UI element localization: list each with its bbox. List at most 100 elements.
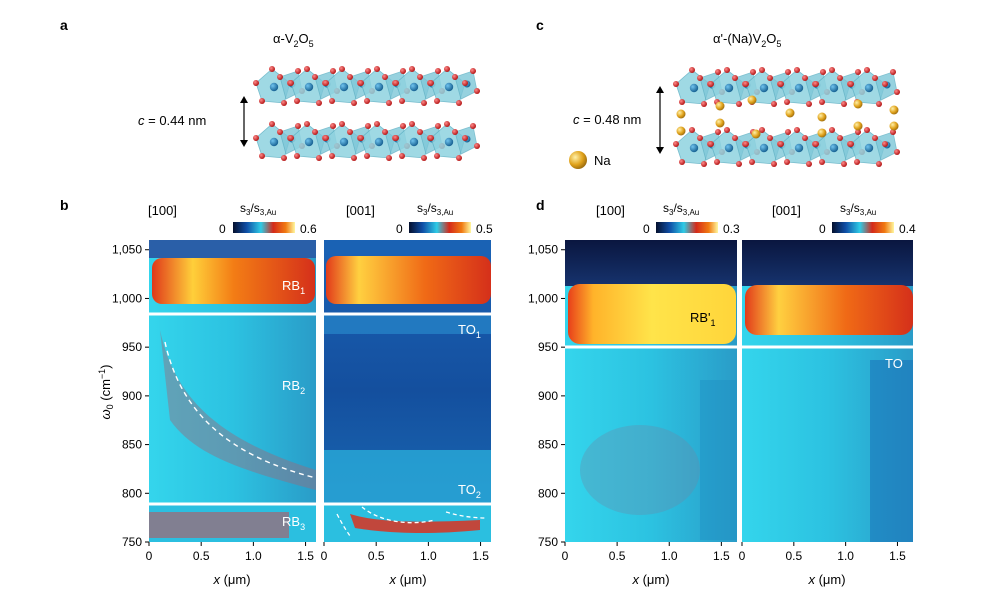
oxygen-atom bbox=[872, 135, 878, 141]
vanadium-atom bbox=[444, 82, 454, 92]
oxygen-atom bbox=[767, 135, 773, 141]
oxygen-atom bbox=[294, 98, 300, 104]
oxygen-atom bbox=[347, 129, 353, 135]
b-left-x-axis: 0 0.5 1.0 1.5 bbox=[146, 542, 314, 563]
oxygen-atom bbox=[819, 99, 825, 105]
structure-title-a: α-V2O5 bbox=[273, 31, 314, 49]
d-label-to: TO bbox=[885, 356, 903, 371]
d-left-direction: [100] bbox=[596, 203, 625, 218]
b-right-cb-max: 0.5 bbox=[476, 222, 493, 236]
d-left-colorbar bbox=[656, 222, 718, 233]
oxygen-atom bbox=[316, 100, 322, 106]
oxygen-atom bbox=[374, 66, 380, 72]
y-tick-label: 900 bbox=[538, 389, 558, 403]
na-v2o5-layer-bottom bbox=[673, 127, 900, 167]
oxygen-atom bbox=[806, 101, 812, 107]
d-right-cb-max: 0.4 bbox=[899, 222, 916, 236]
oxygen-atom bbox=[409, 66, 415, 72]
oxygen-atom bbox=[813, 81, 819, 87]
oxygen-atom bbox=[304, 121, 310, 127]
oxygen-atom bbox=[259, 98, 265, 104]
oxygen-atom bbox=[759, 127, 765, 133]
b-label-to2: TO2 bbox=[458, 482, 481, 500]
crystal-structure-c bbox=[673, 67, 900, 167]
oxygen-atom bbox=[428, 135, 434, 141]
oxygen-atom bbox=[784, 99, 790, 105]
oxygen-atom bbox=[743, 81, 749, 87]
oxygen-atom bbox=[750, 69, 756, 75]
oxygen-atom bbox=[470, 123, 476, 129]
x-tick-label: 0 bbox=[562, 549, 569, 563]
oxygen-atom bbox=[759, 67, 765, 73]
d-right-direction: [001] bbox=[772, 203, 801, 218]
oxygen-atom bbox=[837, 135, 843, 141]
vanadium-atom bbox=[374, 82, 384, 92]
d-left-cb-max: 0.3 bbox=[723, 222, 740, 236]
oxygen-atom bbox=[400, 123, 406, 129]
oxygen-atom bbox=[784, 159, 790, 165]
oxygen-atom bbox=[778, 141, 784, 147]
b-right-map bbox=[324, 240, 491, 542]
oxygen-atom bbox=[701, 101, 707, 107]
x-tick-label: 0 bbox=[321, 549, 328, 563]
oxygen-atom bbox=[329, 98, 335, 104]
oxygen-atom bbox=[785, 69, 791, 75]
oxygen-atom bbox=[894, 149, 900, 155]
na-legend-icon bbox=[569, 151, 587, 169]
oxygen-atom bbox=[400, 68, 406, 74]
x-tick-label: 1.0 bbox=[837, 549, 854, 563]
x-tick-label: 0.5 bbox=[609, 549, 626, 563]
x-tick-label: 1.0 bbox=[245, 549, 262, 563]
oxygen-atom bbox=[434, 153, 440, 159]
na-atom bbox=[889, 121, 899, 131]
b-right-direction: [001] bbox=[346, 203, 375, 218]
oxygen-atom bbox=[393, 80, 399, 86]
vanadium-atom bbox=[794, 83, 804, 93]
d-left-x-label: x (μm) bbox=[631, 572, 669, 587]
oxygen-atom bbox=[444, 121, 450, 127]
oxygen-atom bbox=[749, 159, 755, 165]
na-atom bbox=[747, 95, 757, 105]
oxygen-atom bbox=[269, 121, 275, 127]
oxygen-atom bbox=[462, 80, 468, 86]
oxygen-atom bbox=[855, 129, 861, 135]
oxygen-atom bbox=[697, 75, 703, 81]
oxygen-atom bbox=[269, 66, 275, 72]
spacing-arrow-a bbox=[240, 96, 248, 147]
oxygen-atom bbox=[374, 121, 380, 127]
b-y-axis: 1,050 1,000 950 900 850 800 750 bbox=[112, 243, 149, 549]
oxygen-atom bbox=[679, 99, 685, 105]
oxygen-atom bbox=[421, 155, 427, 161]
oxygen-atom bbox=[365, 123, 371, 129]
oxygen-atom bbox=[351, 155, 357, 161]
d-right-map bbox=[742, 240, 913, 542]
b-left-dispersion-curve bbox=[164, 341, 317, 479]
x-tick-label: 1.0 bbox=[661, 549, 678, 563]
na-atom bbox=[715, 101, 725, 111]
oxygen-atom bbox=[364, 98, 370, 104]
oxygen-atom bbox=[848, 81, 854, 87]
oxygen-atom bbox=[428, 80, 434, 86]
oxygen-atom bbox=[820, 69, 826, 75]
oxygen-atom bbox=[277, 129, 283, 135]
oxygen-atom bbox=[364, 153, 370, 159]
na-atom bbox=[676, 109, 686, 119]
oxygen-atom bbox=[679, 159, 685, 165]
oxygen-atom bbox=[339, 66, 345, 72]
oxygen-atom bbox=[382, 129, 388, 135]
y-tick-label: 1,000 bbox=[112, 291, 142, 305]
oxygen-atom bbox=[724, 127, 730, 133]
oxygen-atom bbox=[382, 74, 388, 80]
structure-title-c: α'-(Na)V2O5 bbox=[713, 31, 781, 49]
vanadium-atom bbox=[689, 83, 699, 93]
d-right-x-axis: 0 0.5 1.0 1.5 bbox=[739, 542, 906, 563]
oxygen-atom bbox=[854, 159, 860, 165]
b-label-rb1: RB1 bbox=[282, 278, 305, 296]
na-atom bbox=[889, 105, 899, 115]
oxygen-atom bbox=[253, 80, 259, 86]
na-atom bbox=[676, 126, 686, 136]
crystal-structure-a bbox=[253, 66, 480, 161]
oxygen-atom bbox=[837, 75, 843, 81]
oxygen-atom bbox=[813, 141, 819, 147]
